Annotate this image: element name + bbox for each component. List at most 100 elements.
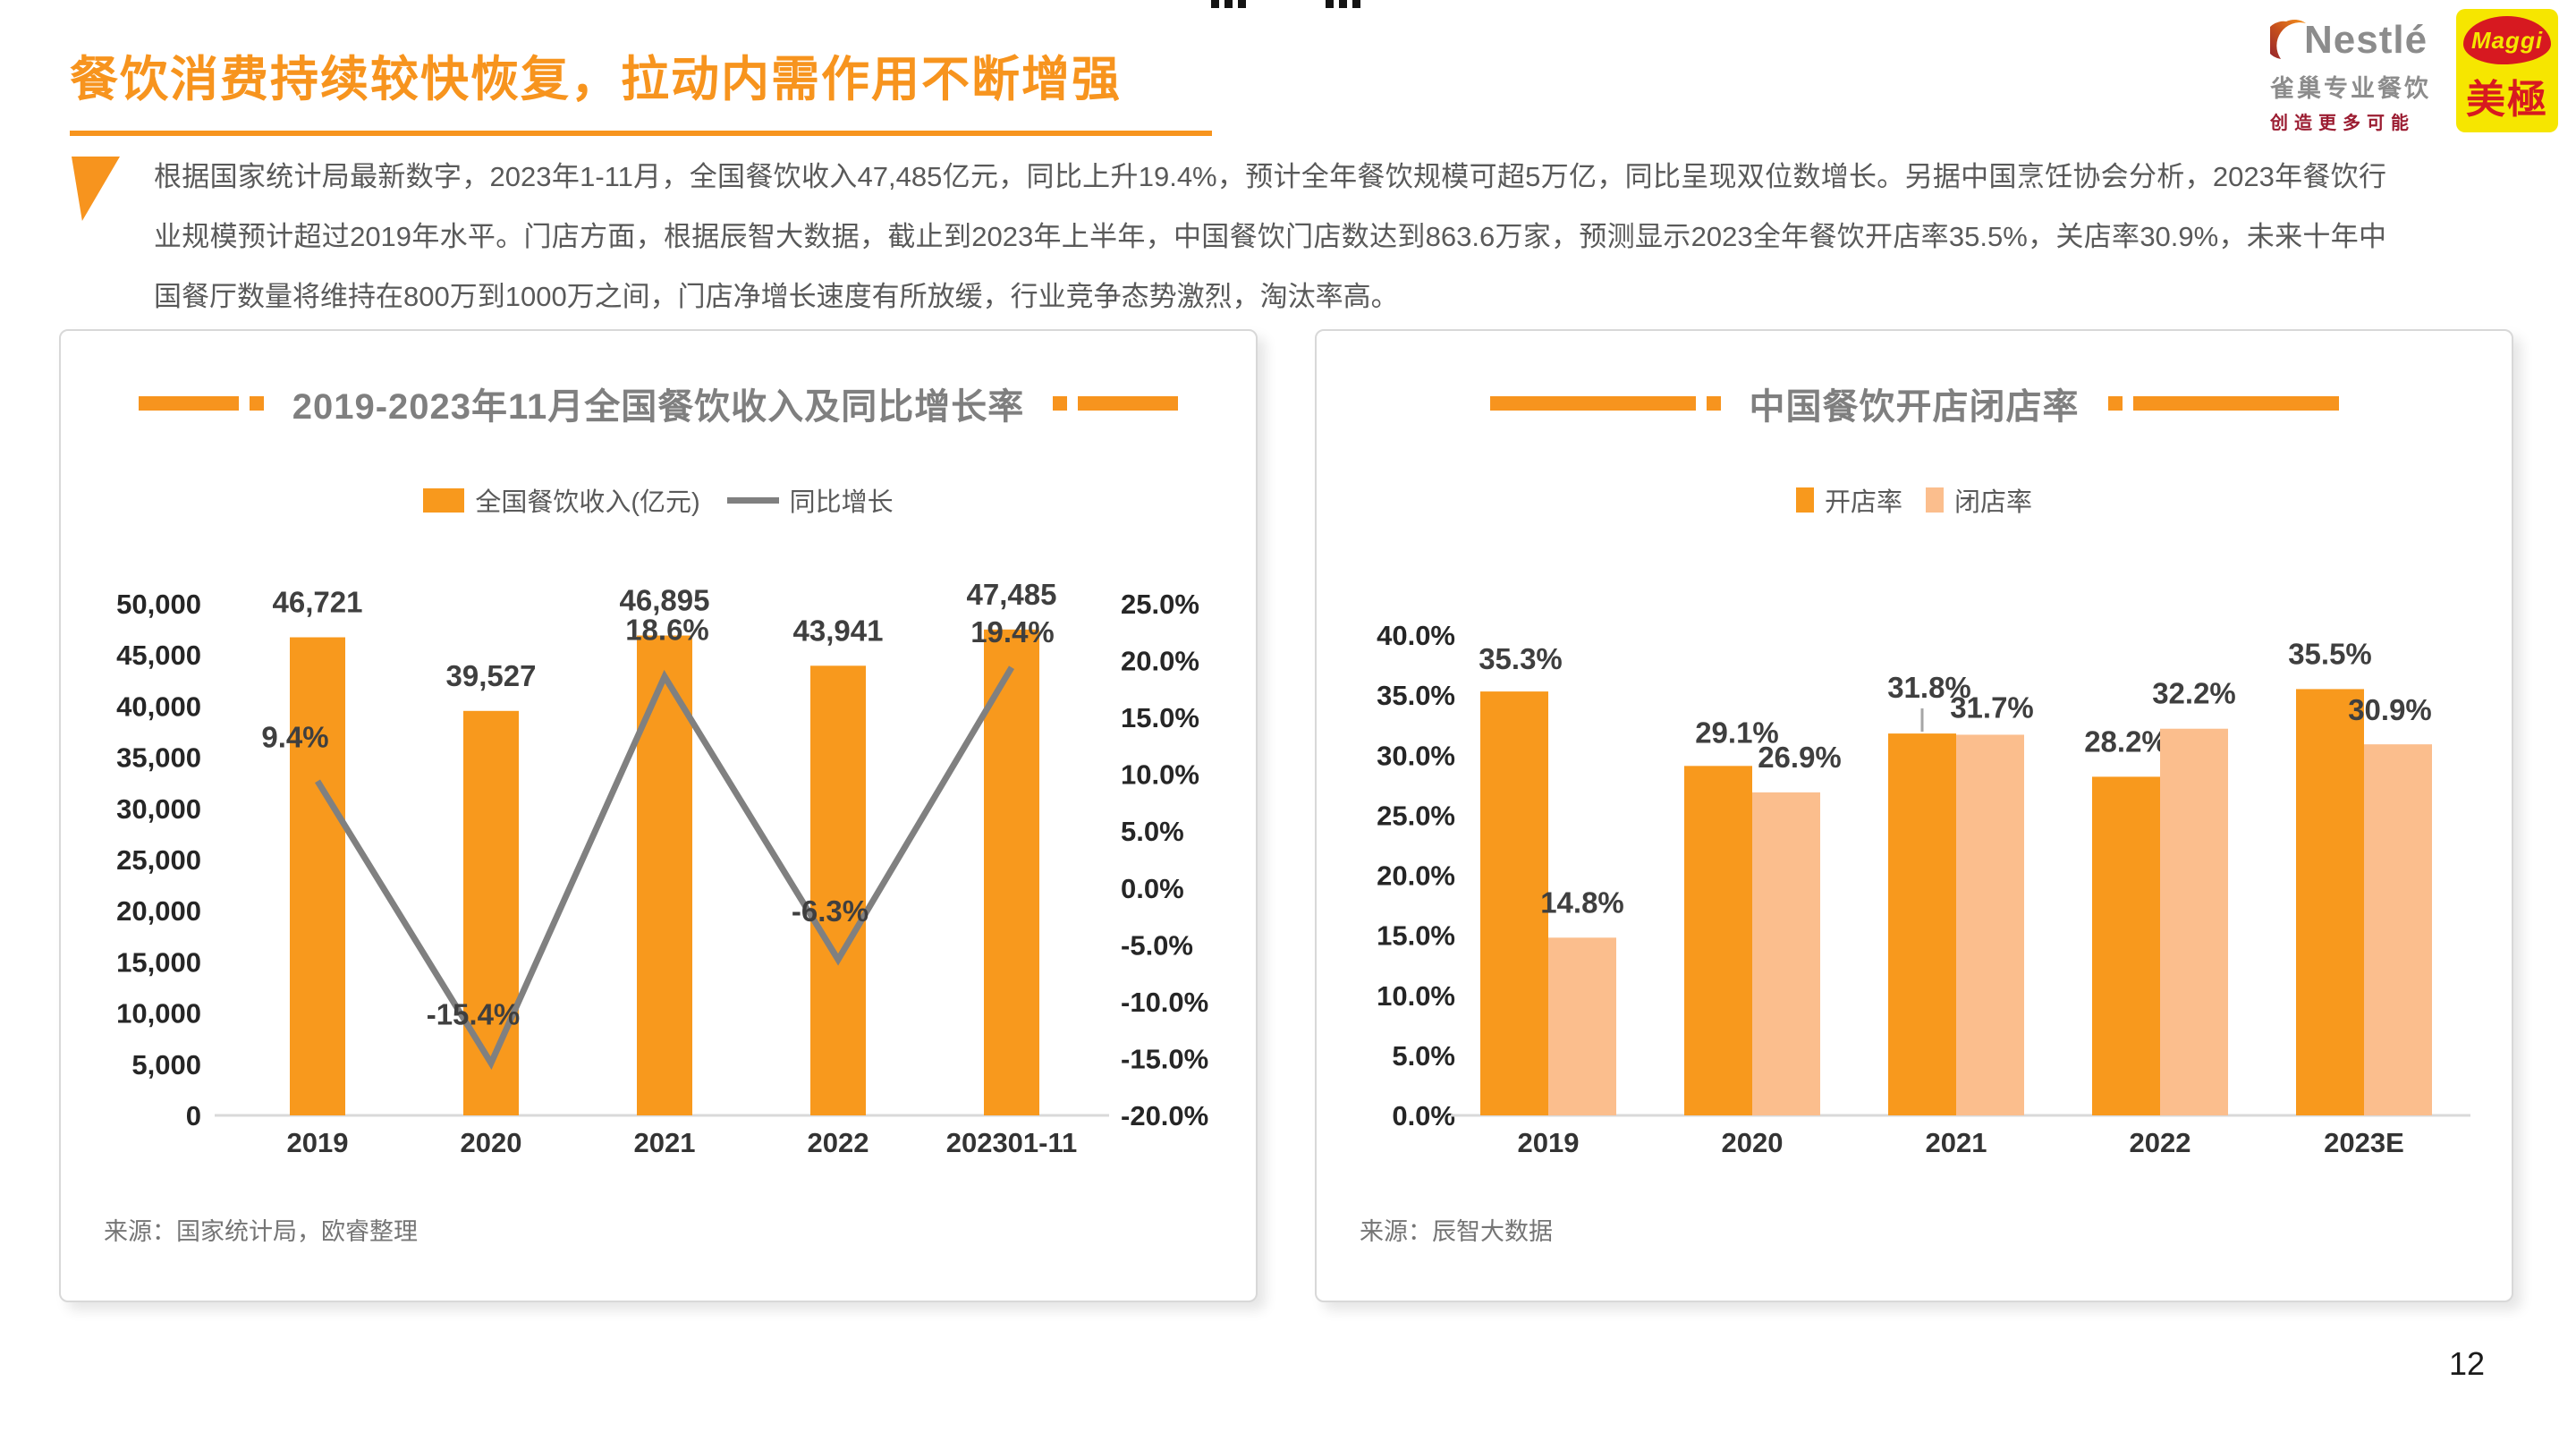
svg-text:40.0%: 40.0% <box>1377 620 1455 651</box>
left-chart-title-row: 2019-2023年11月全国餐饮收入及同比增长率 <box>61 377 1256 429</box>
svg-text:35.0%: 35.0% <box>1377 680 1455 711</box>
svg-text:2019: 2019 <box>287 1127 349 1158</box>
svg-text:46,895: 46,895 <box>620 584 710 617</box>
growth-series-swatch-icon <box>726 496 779 504</box>
deco-bar-icon <box>1489 396 1696 411</box>
svg-text:40,000: 40,000 <box>116 691 201 722</box>
svg-text:19.4%: 19.4% <box>970 615 1055 648</box>
svg-text:0.0%: 0.0% <box>1392 1100 1455 1131</box>
svg-text:5.0%: 5.0% <box>1121 816 1184 847</box>
svg-text:46,721: 46,721 <box>273 586 363 619</box>
nestle-swoosh-icon <box>2264 13 2308 67</box>
maggi-blob-icon: Maggi <box>2463 16 2551 64</box>
svg-text:47,485: 47,485 <box>967 578 1057 611</box>
growth-series-label: 同比增长 <box>789 488 894 517</box>
svg-text:20.0%: 20.0% <box>1377 860 1455 892</box>
svg-text:10.0%: 10.0% <box>1377 980 1455 1012</box>
svg-text:14.8%: 14.8% <box>1540 886 1624 919</box>
svg-text:-6.3%: -6.3% <box>792 894 869 928</box>
svg-text:30,000: 30,000 <box>116 793 201 825</box>
deco-bar-icon <box>2132 396 2339 411</box>
nestle-brand-text: Nestlé <box>2304 17 2428 62</box>
maggi-chinese-text: 美極 <box>2466 78 2548 122</box>
svg-text:30.9%: 30.9% <box>2348 693 2432 726</box>
svg-text:0: 0 <box>186 1100 201 1131</box>
svg-text:2023E: 2023E <box>2324 1127 2404 1158</box>
right-chart-source: 来源：辰智大数据 <box>1360 1218 1553 1245</box>
svg-text:50,000: 50,000 <box>116 589 201 620</box>
revenue-series-label: 全国餐饮收入(亿元) <box>475 488 700 517</box>
svg-text:202301-11: 202301-11 <box>946 1127 1078 1158</box>
nestle-logo: Nestlé 雀巢专业餐饮 创造更多可能 <box>2264 13 2462 134</box>
svg-text:45,000: 45,000 <box>116 640 201 671</box>
svg-text:-10.0%: -10.0% <box>1121 987 1208 1018</box>
open-rate-label: 开店率 <box>1824 488 1902 517</box>
svg-text:10.0%: 10.0% <box>1121 759 1199 791</box>
svg-text:2020: 2020 <box>1722 1127 1784 1158</box>
revenue-series-swatch-icon <box>423 487 465 513</box>
close-rate-swatch-icon <box>1926 487 1944 513</box>
left-chart-legend: 全国餐饮收入(亿元) 同比增长 <box>61 481 1256 519</box>
svg-text:35.3%: 35.3% <box>1479 642 1563 675</box>
page-number: 12 <box>2449 1345 2486 1382</box>
svg-text:30.0%: 30.0% <box>1377 740 1455 771</box>
maggi-brand-text: Maggi <box>2470 26 2544 54</box>
svg-text:15,000: 15,000 <box>116 946 201 978</box>
svg-text:9.4%: 9.4% <box>261 720 328 753</box>
page-title: 餐饮消费持续较快恢复，拉动内需作用不断增强 <box>70 53 1122 106</box>
svg-text:20.0%: 20.0% <box>1121 646 1199 677</box>
svg-text:39,527: 39,527 <box>446 659 537 692</box>
svg-text:5,000: 5,000 <box>131 1049 201 1080</box>
right-chart-title-row: 中国餐饮开店闭店率 <box>1317 377 2512 429</box>
right-chart-legend: 开店率 闭店率 <box>1317 481 2512 519</box>
svg-text:25.0%: 25.0% <box>1121 589 1199 620</box>
svg-text:5.0%: 5.0% <box>1392 1040 1455 1072</box>
svg-text:31.8%: 31.8% <box>1887 671 1971 704</box>
svg-text:29.1%: 29.1% <box>1695 716 1779 749</box>
svg-text:15.0%: 15.0% <box>1377 920 1455 952</box>
svg-text:2020: 2020 <box>461 1127 522 1158</box>
svg-text:2021: 2021 <box>1926 1127 1987 1158</box>
svg-text:25.0%: 25.0% <box>1377 800 1455 831</box>
svg-text:35,000: 35,000 <box>116 742 201 774</box>
svg-text:26.9%: 26.9% <box>1758 741 1842 774</box>
svg-text:15.0%: 15.0% <box>1121 702 1199 733</box>
svg-text:10,000: 10,000 <box>116 998 201 1030</box>
deco-bar-icon <box>138 396 239 411</box>
deco-square-icon <box>2107 396 2123 411</box>
svg-text:20,000: 20,000 <box>116 895 201 927</box>
open-rate-swatch-icon <box>1795 487 1814 513</box>
svg-text:31.7%: 31.7% <box>1950 691 2034 724</box>
left-chart-source: 来源：国家统计局，欧睿整理 <box>104 1218 418 1245</box>
nestle-tagline: 创造更多可能 <box>2270 114 2415 133</box>
svg-text:2021: 2021 <box>634 1127 696 1158</box>
open-close-rate-chart-card: 中国餐饮开店闭店率 开店率 闭店率 40.0% 35.0% 30.0% 25.0% 20… <box>1315 329 2513 1302</box>
svg-text:43,941: 43,941 <box>793 614 884 647</box>
deco-bar-icon <box>1078 396 1179 411</box>
svg-text:-15.4%: -15.4% <box>427 998 521 1031</box>
maggi-logo: Maggi 美極 <box>2456 9 2558 132</box>
paragraph-triangle-marker <box>72 157 120 221</box>
body-paragraph: 根据国家统计局最新数字，2023年1-11月，全国餐饮收入47,485亿元，同比… <box>154 161 2386 312</box>
revenue-growth-chart-card: 2019-2023年11月全国餐饮收入及同比增长率 全国餐饮收入(亿元) 同比增… <box>59 329 1258 1302</box>
deco-square-icon <box>1053 396 1068 411</box>
svg-text:25,000: 25,000 <box>116 844 201 876</box>
deco-square-icon <box>249 396 264 411</box>
svg-text:28.2%: 28.2% <box>2084 724 2168 758</box>
svg-text:-20.0%: -20.0% <box>1121 1100 1208 1131</box>
svg-text:-5.0%: -5.0% <box>1121 929 1193 961</box>
nestle-subtitle: 雀巢专业餐饮 <box>2270 75 2431 102</box>
svg-text:2019: 2019 <box>1518 1127 1580 1158</box>
svg-text:32.2%: 32.2% <box>2152 677 2236 710</box>
cutoff-glyph-dots-left <box>1211 0 1246 8</box>
title-underline <box>70 131 1212 136</box>
svg-text:-15.0%: -15.0% <box>1121 1043 1208 1074</box>
svg-text:2022: 2022 <box>808 1127 869 1158</box>
right-chart-title: 中国餐饮开店闭店率 <box>1749 387 2080 427</box>
cutoff-glyph-dots-right <box>1326 0 1360 8</box>
svg-text:2022: 2022 <box>2130 1127 2191 1158</box>
svg-text:35.5%: 35.5% <box>2288 637 2372 670</box>
left-chart-title: 2019-2023年11月全国餐饮收入及同比增长率 <box>292 387 1025 427</box>
svg-text:18.6%: 18.6% <box>625 613 709 646</box>
